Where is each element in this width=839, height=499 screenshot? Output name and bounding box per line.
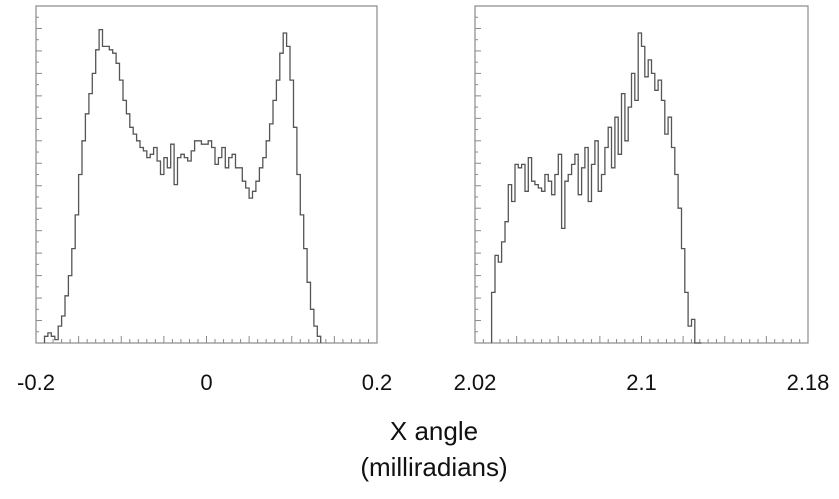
x-tick-label: 2.02	[454, 370, 497, 395]
right-histogram-panel: 2.02 2.1 2.18	[454, 5, 830, 395]
x-axis-title: X angle	[390, 416, 478, 446]
left-histogram-panel: -0.2 0 0.2	[17, 5, 393, 395]
x-tick-label: 2.18	[787, 370, 830, 395]
plot-frame	[35, 5, 378, 344]
x-tick-label: -0.2	[17, 370, 55, 395]
histogram-series-1	[490, 32, 702, 344]
x-tick-label: 0.2	[362, 370, 393, 395]
x-tick-label: 0	[200, 370, 212, 395]
histogram-series-0	[43, 28, 322, 343]
x-tick-label: 2.1	[626, 370, 657, 395]
x-axis-subtitle: (milliradians)	[360, 452, 507, 482]
